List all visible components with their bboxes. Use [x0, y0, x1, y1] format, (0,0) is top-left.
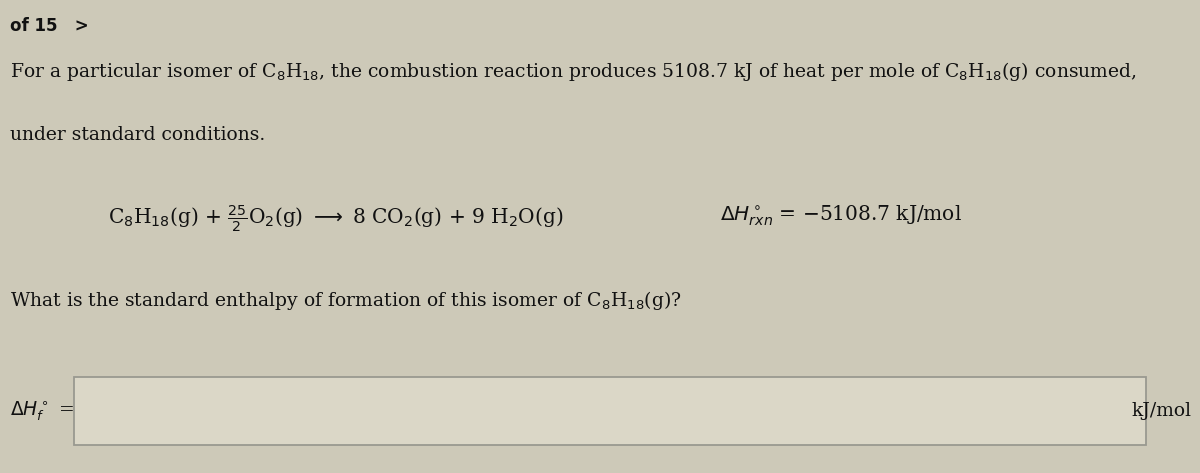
Text: For a particular isomer of C$_8$H$_{18}$, the combustion reaction produces 5108.: For a particular isomer of C$_8$H$_{18}$… — [10, 60, 1136, 83]
Text: C$_8$H$_{18}$(g) + $\frac{25}{2}$O$_2$(g) $\longrightarrow$ 8 CO$_2$(g) + 9 H$_2: C$_8$H$_{18}$(g) + $\frac{25}{2}$O$_2$(g… — [108, 203, 563, 234]
Text: $\Delta H^\circ_f$ =: $\Delta H^\circ_f$ = — [10, 399, 73, 423]
Text: under standard conditions.: under standard conditions. — [10, 126, 265, 144]
Text: kJ/mol: kJ/mol — [1132, 402, 1192, 420]
Text: $\Delta H^\circ_{rxn}$ = $-$5108.7 kJ/mol: $\Delta H^\circ_{rxn}$ = $-$5108.7 kJ/mo… — [720, 203, 962, 228]
Text: of 15   >: of 15 > — [10, 17, 89, 35]
FancyBboxPatch shape — [74, 377, 1146, 445]
Text: What is the standard enthalpy of formation of this isomer of C$_8$H$_{18}$(g)?: What is the standard enthalpy of formati… — [10, 289, 682, 312]
